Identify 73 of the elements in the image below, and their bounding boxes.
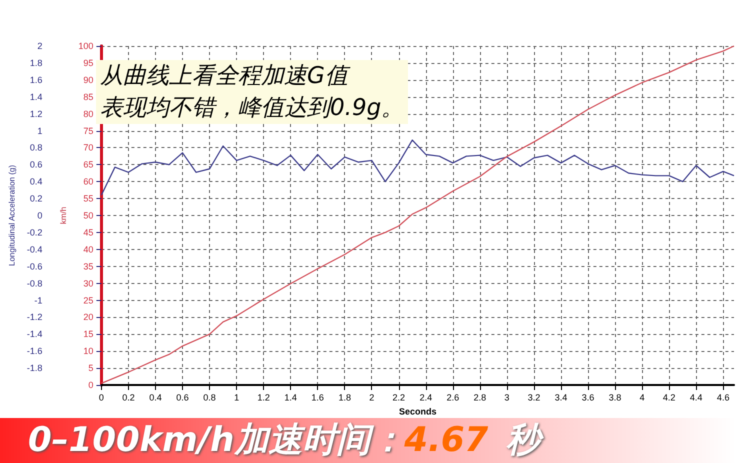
- y-tick-label: 0: [37, 210, 42, 220]
- y2-tick-label: 20: [83, 312, 94, 322]
- annotation: 表现均不错，峰值达到0.9g。: [100, 94, 404, 123]
- y2-tick-label: 70: [83, 142, 94, 153]
- x-tick-label: 3: [504, 392, 510, 402]
- y2-tick-label: 95: [83, 58, 94, 68]
- x-tick-label: 0: [98, 392, 104, 402]
- y-tick-label: 1.4: [30, 92, 42, 102]
- y2-tick-label: 65: [83, 160, 94, 170]
- y-tick-label: 0.8: [30, 142, 42, 153]
- y2-tick-label: 10: [83, 346, 94, 356]
- line-series: [100, 139, 735, 196]
- y-tick-label: -0.6: [26, 261, 42, 272]
- y2-tick-label: 85: [83, 92, 94, 102]
- x-tick-label: 4.4: [690, 392, 702, 402]
- y2-axis-title: km/h: [58, 206, 68, 224]
- y2-tick-label: 55: [83, 194, 94, 204]
- y-tick-label: -1.4: [26, 329, 42, 340]
- x-tick-label: 2: [369, 392, 374, 402]
- text: 4.67: [404, 420, 488, 460]
- x-tick-label: 0.2: [122, 392, 135, 402]
- y2-tick-label: 5: [88, 363, 94, 374]
- text: 0–100km/h加速时间：: [28, 420, 404, 460]
- y2-tick-label: 75: [83, 126, 94, 136]
- x-tick-label: 3.4: [554, 392, 568, 402]
- x-tick-label: 4.6: [716, 392, 730, 402]
- x-tick-label: 1: [234, 392, 240, 402]
- y-tick-label: 0.2: [30, 194, 42, 204]
- y2-tick-label: 45: [83, 227, 94, 238]
- x-tick-label: 1.2: [257, 392, 270, 402]
- y2-tick-label: 15: [83, 329, 94, 340]
- x-tick-label: 3.2: [528, 392, 540, 402]
- x-tick-label: 3.8: [608, 392, 622, 402]
- y-tick-label: -0.4: [26, 244, 42, 254]
- x-tick-label: 4: [640, 392, 645, 402]
- y-tick-label: 1.2: [30, 108, 42, 119]
- x-tick-label: 1.4: [284, 392, 297, 402]
- x-tick-label: 2.8: [474, 392, 486, 402]
- y-tick-label: 1: [37, 126, 42, 136]
- y2-tick-label: 90: [83, 74, 94, 85]
- y2-tick-label: 40: [83, 244, 94, 254]
- x-axis-title: Seconds: [398, 406, 436, 416]
- x-tick-label: 2.6: [446, 392, 460, 402]
- y2-tick-label: 100: [78, 41, 94, 51]
- x-tick-label: 1.8: [338, 392, 351, 402]
- y2-tick-label: 25: [83, 295, 94, 306]
- y-axis-title: Longitudinal Acceleration (g): [8, 164, 16, 266]
- y-tick-label: 1.6: [30, 74, 42, 85]
- x-tick-label: 2.2: [392, 392, 406, 402]
- y-tick-label: 0.4: [30, 176, 42, 187]
- y2-tick-label: 60: [83, 176, 94, 187]
- x-tick-label: 0.8: [203, 392, 216, 402]
- y2-tick-label: 0: [88, 380, 94, 390]
- y-tick-label: -1.6: [26, 346, 42, 356]
- y-tick-label: -1.8: [26, 363, 42, 374]
- y-tick-label: 0.6: [30, 160, 42, 170]
- y-tick-label: -1: [34, 295, 42, 306]
- y2-tick-label: 50: [83, 210, 94, 220]
- x-tick-label: 0.4: [149, 392, 162, 402]
- y2-tick-label: 35: [83, 261, 94, 272]
- y2-tick-label: 80: [83, 108, 94, 119]
- y-tick-label: 1.8: [30, 58, 42, 68]
- x-tick-label: 4.2: [662, 392, 676, 402]
- y-tick-label: -1.2: [26, 312, 42, 322]
- x-tick-label: 3.6: [582, 392, 594, 402]
- x-tick-label: 1.6: [311, 392, 324, 402]
- x-tick-label: 0.6: [176, 392, 189, 402]
- y-tick-label: -0.8: [26, 278, 42, 288]
- y-tick-label: 2: [37, 41, 42, 51]
- x-tick-label: 2.4: [420, 392, 432, 402]
- y2-tick-label: 30: [83, 278, 94, 288]
- y-tick-label: -0.2: [26, 227, 42, 238]
- annotation: 从曲线上看全程加速G值: [100, 62, 352, 91]
